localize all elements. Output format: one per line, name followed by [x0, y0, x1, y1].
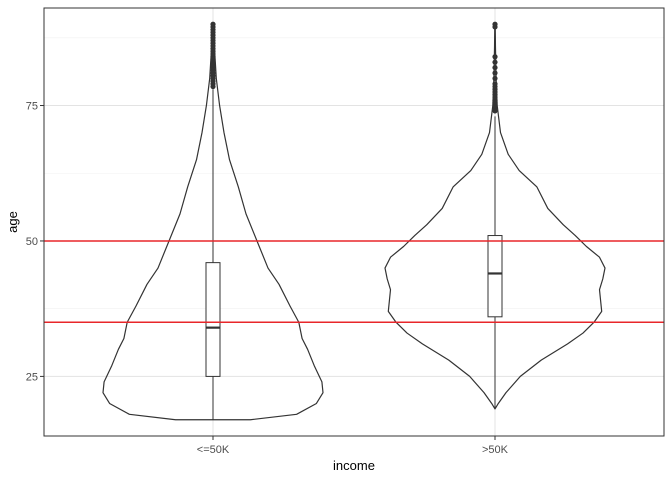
outlier-point — [492, 64, 498, 71]
outlier-point — [492, 81, 498, 87]
outlier-point — [492, 59, 498, 65]
x-tick-label: >50K — [482, 444, 509, 456]
box-iqr — [205, 262, 221, 377]
outlier-point — [210, 21, 216, 27]
x-tick-label: <=50K — [197, 444, 230, 456]
axes: 25 50 75 <=50K >50K — [26, 101, 509, 456]
y-tick-label: 75 — [26, 101, 38, 113]
x-axis-title: income — [333, 458, 375, 473]
y-tick-label: 25 — [26, 371, 38, 383]
outlier-point — [492, 21, 498, 27]
y-tick-label: 50 — [26, 236, 38, 248]
outlier-point — [492, 75, 498, 82]
boxplots — [205, 21, 503, 420]
outlier-point — [492, 54, 498, 60]
y-axis-title: age — [5, 211, 20, 233]
outlier-point — [492, 70, 498, 76]
panel-border — [43, 7, 665, 437]
box-iqr — [487, 235, 503, 318]
reference-lines — [44, 240, 664, 323]
